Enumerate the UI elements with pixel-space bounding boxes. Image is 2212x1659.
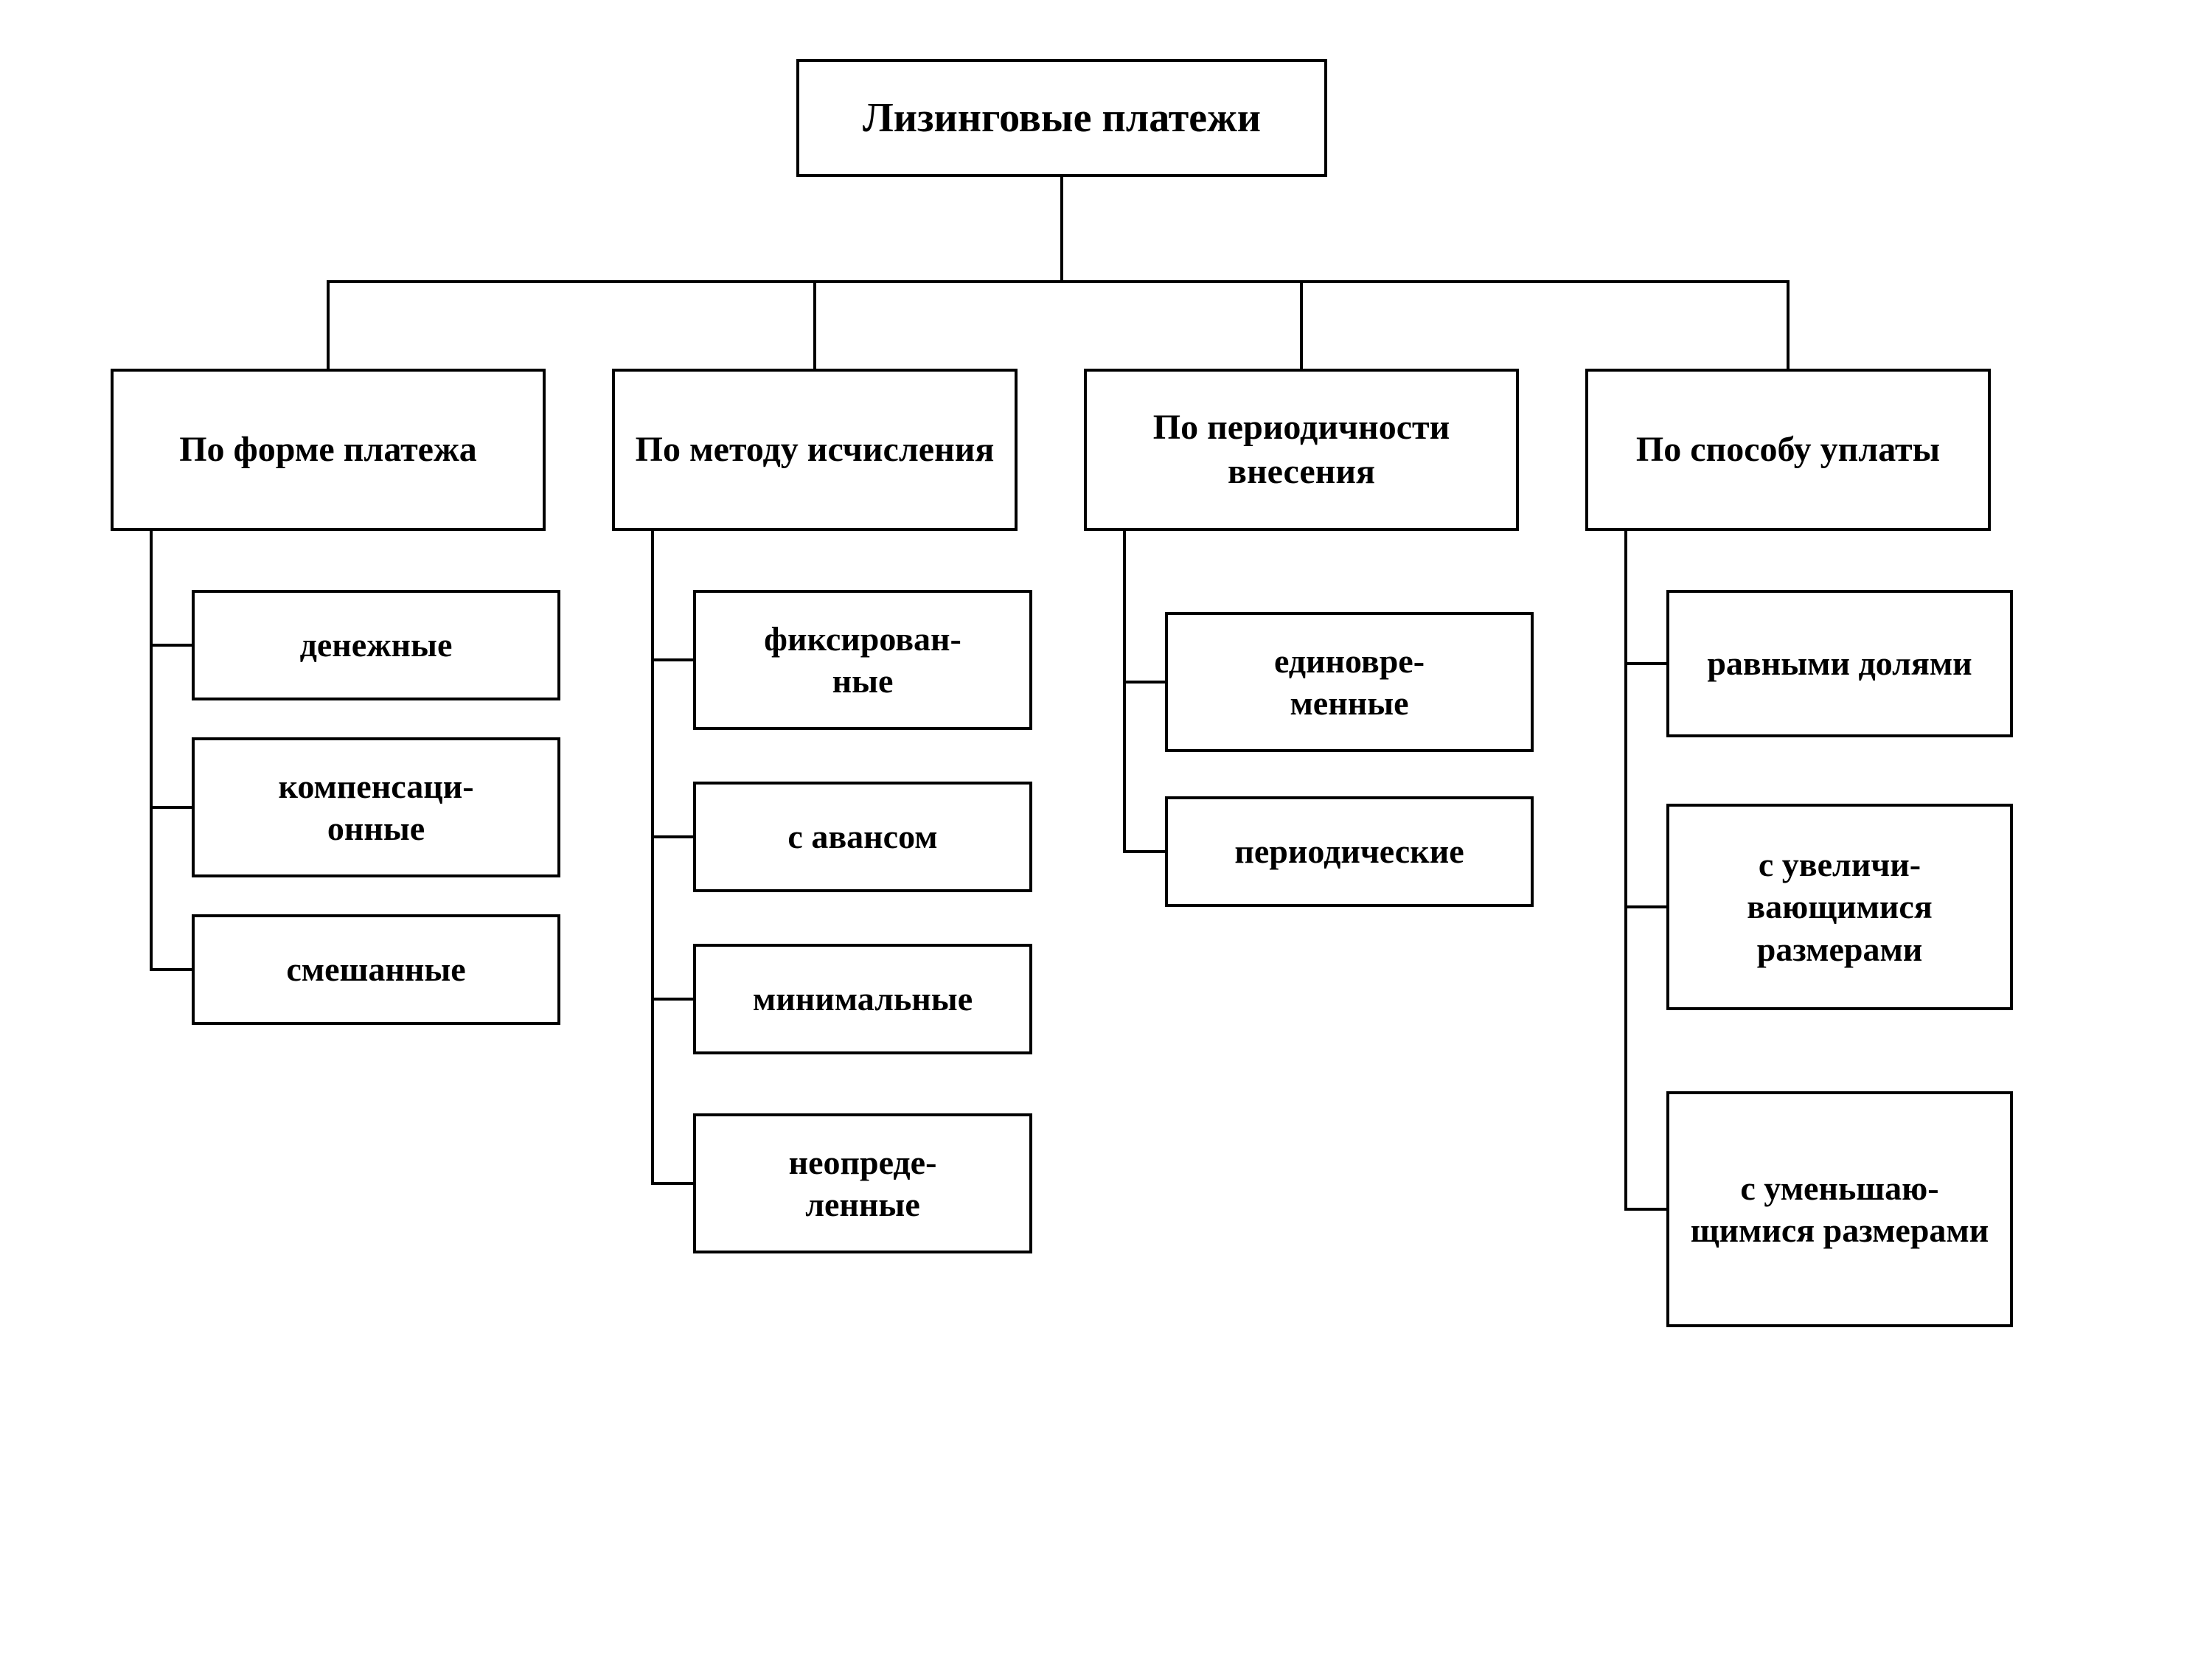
connector-h xyxy=(1624,662,1666,665)
connector-h xyxy=(150,806,192,809)
connector-h xyxy=(327,280,1790,283)
connector-h xyxy=(1123,850,1165,853)
connector-h xyxy=(651,998,693,1001)
item-metod-1: с авансом xyxy=(693,782,1032,892)
item-sposob-2: с уменьшаю-щимися размерами xyxy=(1666,1091,2013,1327)
item-metod-3: неопреде-ленные xyxy=(693,1113,1032,1253)
item-sposob-0: равными долями xyxy=(1666,590,2013,737)
item-forma-0: денежные xyxy=(192,590,560,700)
connector-h xyxy=(651,658,693,661)
connector-v xyxy=(1060,177,1063,280)
item-metod-0: фиксирован-ные xyxy=(693,590,1032,730)
connector-h xyxy=(1624,905,1666,908)
category-forma: По форме платежа xyxy=(111,369,546,531)
connector-v xyxy=(1624,531,1627,1211)
item-period-1: периодические xyxy=(1165,796,1534,907)
category-sposob: По способу уплаты xyxy=(1585,369,1991,531)
item-forma-2: смешанные xyxy=(192,914,560,1025)
item-sposob-1: с увеличи-вающимися размерами xyxy=(1666,804,2013,1010)
connector-v xyxy=(1123,531,1126,853)
item-forma-1: компенсаци-онные xyxy=(192,737,560,877)
connector-h xyxy=(150,968,192,971)
connector-v xyxy=(327,280,330,369)
connector-v xyxy=(1300,280,1303,369)
item-period-0: единовре-менные xyxy=(1165,612,1534,752)
connector-v xyxy=(651,531,654,1185)
connector-h xyxy=(1624,1208,1666,1211)
connector-h xyxy=(1123,681,1165,684)
diagram-canvas: Лизинговые платежи По форме платежа денежн… xyxy=(0,0,2212,1659)
root-node: Лизинговые платежи xyxy=(796,59,1327,177)
category-metod: По методу исчисления xyxy=(612,369,1018,531)
connector-v xyxy=(1787,280,1790,369)
connector-h xyxy=(651,835,693,838)
connector-h xyxy=(651,1182,693,1185)
connector-v xyxy=(150,531,153,971)
connector-h xyxy=(150,644,192,647)
item-metod-2: минимальные xyxy=(693,944,1032,1054)
connector-v xyxy=(813,280,816,369)
category-period: По периодичности внесения xyxy=(1084,369,1519,531)
